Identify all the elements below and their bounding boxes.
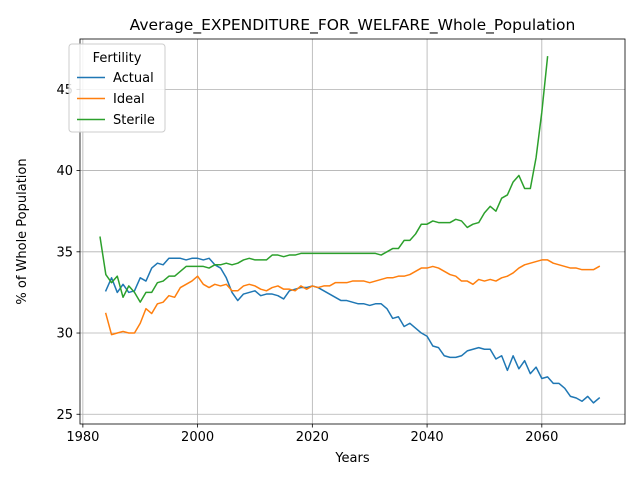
chart-title: Average_EXPENDITURE_FOR_WELFARE_Whole_Po… — [130, 16, 576, 35]
series-layer — [99, 56, 601, 404]
series-line-ideal — [104, 259, 601, 336]
legend-entry-ideal: Ideal — [113, 92, 145, 107]
legend-entry-sterile: Sterile — [113, 113, 155, 128]
legend: Fertility Actual Ideal Sterile — [68, 43, 166, 133]
y-tick-label: 35 — [56, 245, 73, 260]
grid — [80, 39, 625, 424]
legend-box — [68, 43, 166, 133]
y-tick-label: 25 — [56, 408, 73, 423]
x-tick-label: 1980 — [66, 430, 99, 445]
y-axis-label: % of Whole Population — [15, 158, 30, 304]
series-line-sterile — [99, 56, 549, 303]
y-tick-label: 30 — [56, 327, 73, 342]
legend-entry-actual: Actual — [113, 71, 154, 86]
x-tick-label: 2000 — [181, 430, 214, 445]
y-tick-label: 40 — [56, 164, 73, 179]
x-tick-label: 2040 — [411, 430, 444, 445]
plot-frame — [79, 38, 626, 425]
series-line-actual — [104, 257, 601, 404]
x-tick-label: 2020 — [296, 430, 329, 445]
x-tick-label: 2060 — [525, 430, 558, 445]
x-axis-label: Years — [334, 451, 370, 466]
legend-title: Fertility — [93, 51, 142, 66]
